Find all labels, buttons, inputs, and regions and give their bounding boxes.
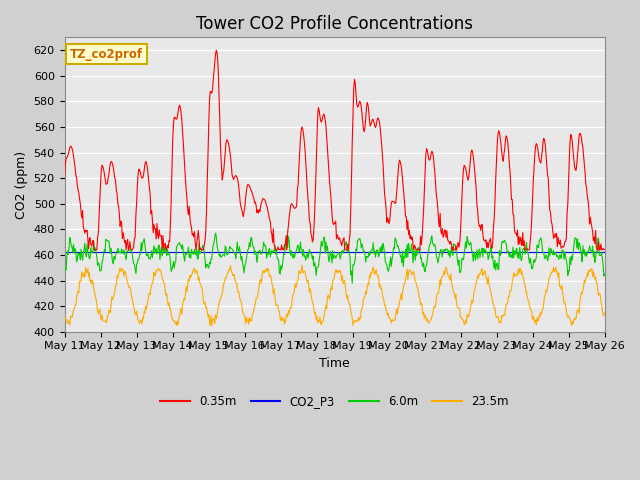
Title: Tower CO2 Profile Concentrations: Tower CO2 Profile Concentrations xyxy=(196,15,473,33)
Legend: 0.35m, CO2_P3, 6.0m, 23.5m: 0.35m, CO2_P3, 6.0m, 23.5m xyxy=(156,391,513,413)
Text: TZ_co2prof: TZ_co2prof xyxy=(70,48,143,61)
X-axis label: Time: Time xyxy=(319,357,350,370)
Y-axis label: CO2 (ppm): CO2 (ppm) xyxy=(15,150,28,218)
